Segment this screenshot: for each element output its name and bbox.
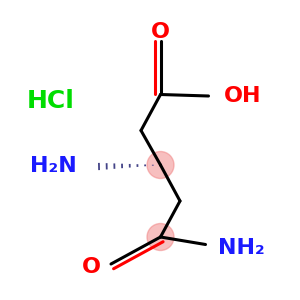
Text: NH₂: NH₂	[218, 238, 264, 257]
Text: O: O	[151, 22, 170, 41]
Circle shape	[147, 152, 174, 178]
Text: OH: OH	[224, 86, 261, 106]
Text: HCl: HCl	[27, 88, 75, 112]
Text: H₂N: H₂N	[30, 157, 76, 176]
Text: O: O	[82, 257, 100, 277]
Circle shape	[147, 224, 174, 250]
